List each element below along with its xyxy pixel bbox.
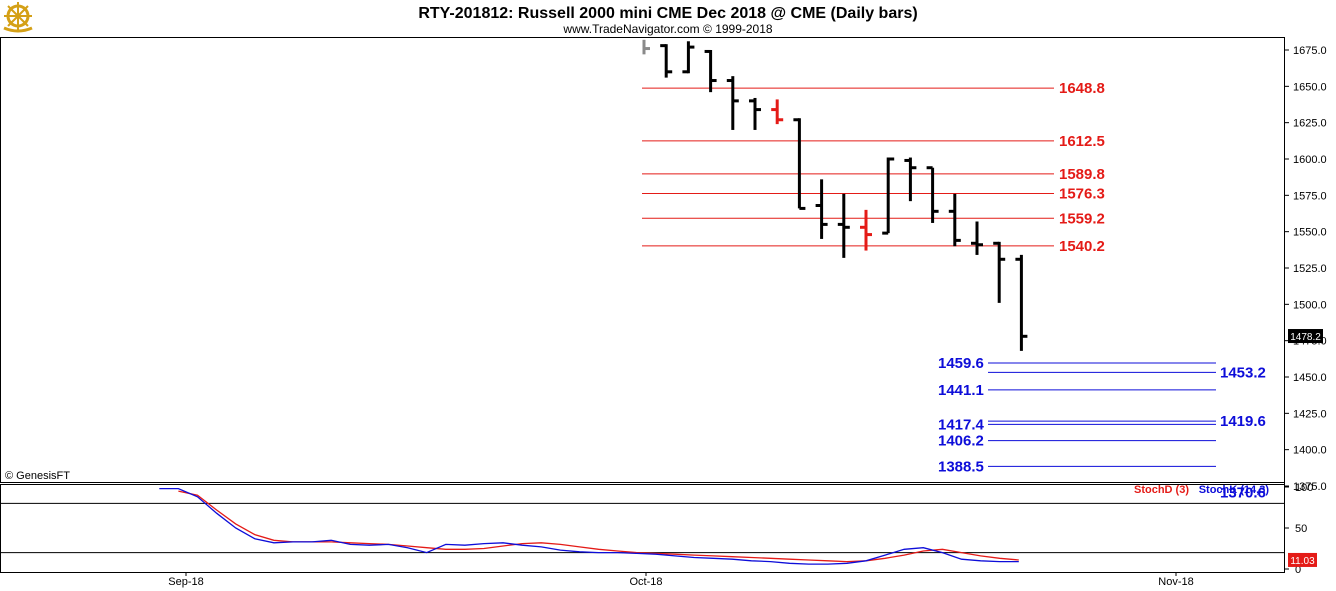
price-tick-label: 1500.0	[1293, 299, 1327, 311]
x-tick-label: Oct-18	[629, 576, 662, 588]
resistance-label: 1589.8	[1059, 166, 1105, 183]
price-bar	[860, 209, 872, 251]
price-tick-label: 1400.0	[1293, 445, 1327, 457]
price-bar	[771, 99, 784, 125]
support-label: 1419.6	[1220, 413, 1266, 430]
price-bars	[642, 39, 1028, 351]
price-panel-frame	[0, 37, 1285, 483]
support-label: 1370.6	[1220, 484, 1266, 501]
price-tick-label: 1550.0	[1293, 227, 1327, 239]
resistance-label: 1576.3	[1059, 185, 1105, 202]
chart-subtitle: www.TradeNavigator.com © 1999-2018	[562, 22, 772, 36]
last-price-box	[1288, 329, 1323, 344]
resistance-label: 1648.8	[1059, 80, 1105, 97]
price-bar	[749, 97, 761, 130]
stoch-tick-label: 100	[1295, 482, 1313, 494]
price-bar	[815, 179, 828, 239]
price-tick-label: 1375.0	[1293, 481, 1327, 493]
price-tick-label: 1625.0	[1293, 118, 1327, 130]
price-tick-label: 1450.0	[1293, 372, 1327, 384]
price-bar	[971, 221, 983, 255]
price-tick-label: 1650.0	[1293, 81, 1327, 93]
support-label: 1417.4	[938, 416, 985, 433]
stoch-last-box	[1288, 552, 1317, 567]
price-bar	[726, 76, 739, 130]
stoch-tick-label: 50	[1295, 523, 1307, 535]
price-tick-label: 1600.0	[1293, 154, 1327, 166]
price-bar	[660, 44, 673, 78]
resistance-label: 1612.5	[1059, 133, 1105, 150]
legend-stochk: StochK (14,3)	[1199, 484, 1270, 496]
chart-title: RTY-201812: Russell 2000 mini CME Dec 20…	[418, 5, 917, 22]
last-price-marker: 1478.2	[1288, 329, 1323, 344]
price-tick-label: 1425.0	[1293, 408, 1327, 420]
stoch-panel-frame	[0, 484, 1285, 573]
stoch-lines	[159, 487, 1019, 565]
price-bar	[704, 49, 717, 93]
price-bar	[882, 157, 895, 235]
support-label: 1388.5	[938, 458, 984, 475]
resistance-label: 1559.2	[1059, 210, 1105, 227]
price-tick-label: 1525.0	[1293, 263, 1327, 275]
stochk-line	[159, 487, 1019, 565]
price-axis: 1675.0 1650.0 1625.0 1600.0 1575.0 1550.0 1525…	[1284, 45, 1327, 493]
stochd-line	[178, 490, 1019, 563]
price-bar	[793, 118, 806, 210]
last-price-label: 1478.2	[1290, 332, 1321, 343]
stoch-last-marker: 11.03	[1288, 552, 1317, 567]
resistance-label: 1540.2	[1059, 238, 1105, 255]
price-bar	[1015, 254, 1028, 351]
support-label: 1459.6	[938, 355, 984, 372]
price-bar	[993, 241, 1006, 303]
support-label: 1453.2	[1220, 364, 1266, 381]
x-tick-label: Sep-18	[168, 576, 203, 588]
ship-wheel-logo	[3, 2, 33, 33]
x-tick-label: Nov-18	[1158, 576, 1193, 588]
price-bar	[926, 166, 939, 223]
legend-stochd: StochD (3)	[1134, 484, 1189, 496]
price-bar	[948, 193, 961, 247]
stoch-last-label: 11.03	[1290, 556, 1315, 567]
price-bar	[904, 157, 917, 202]
price-tick-label: 1575.0	[1293, 190, 1327, 202]
price-bar	[837, 193, 850, 258]
price-bar	[642, 39, 650, 55]
support-label: 1406.2	[938, 433, 984, 450]
stoch-tick-label: 0	[1295, 564, 1301, 576]
price-bar	[682, 41, 695, 74]
price-tick-label: 1675.0	[1293, 45, 1327, 57]
support-label: 1441.1	[938, 382, 984, 399]
price-levels: 1648.8 1612.5 1589.8 1576.3 1559.2 1540.2 1459…	[642, 80, 1266, 501]
x-axis: Sep-18 Oct-18 Nov-18	[168, 572, 1194, 588]
watermark-text: © GenesisFT	[5, 470, 70, 482]
